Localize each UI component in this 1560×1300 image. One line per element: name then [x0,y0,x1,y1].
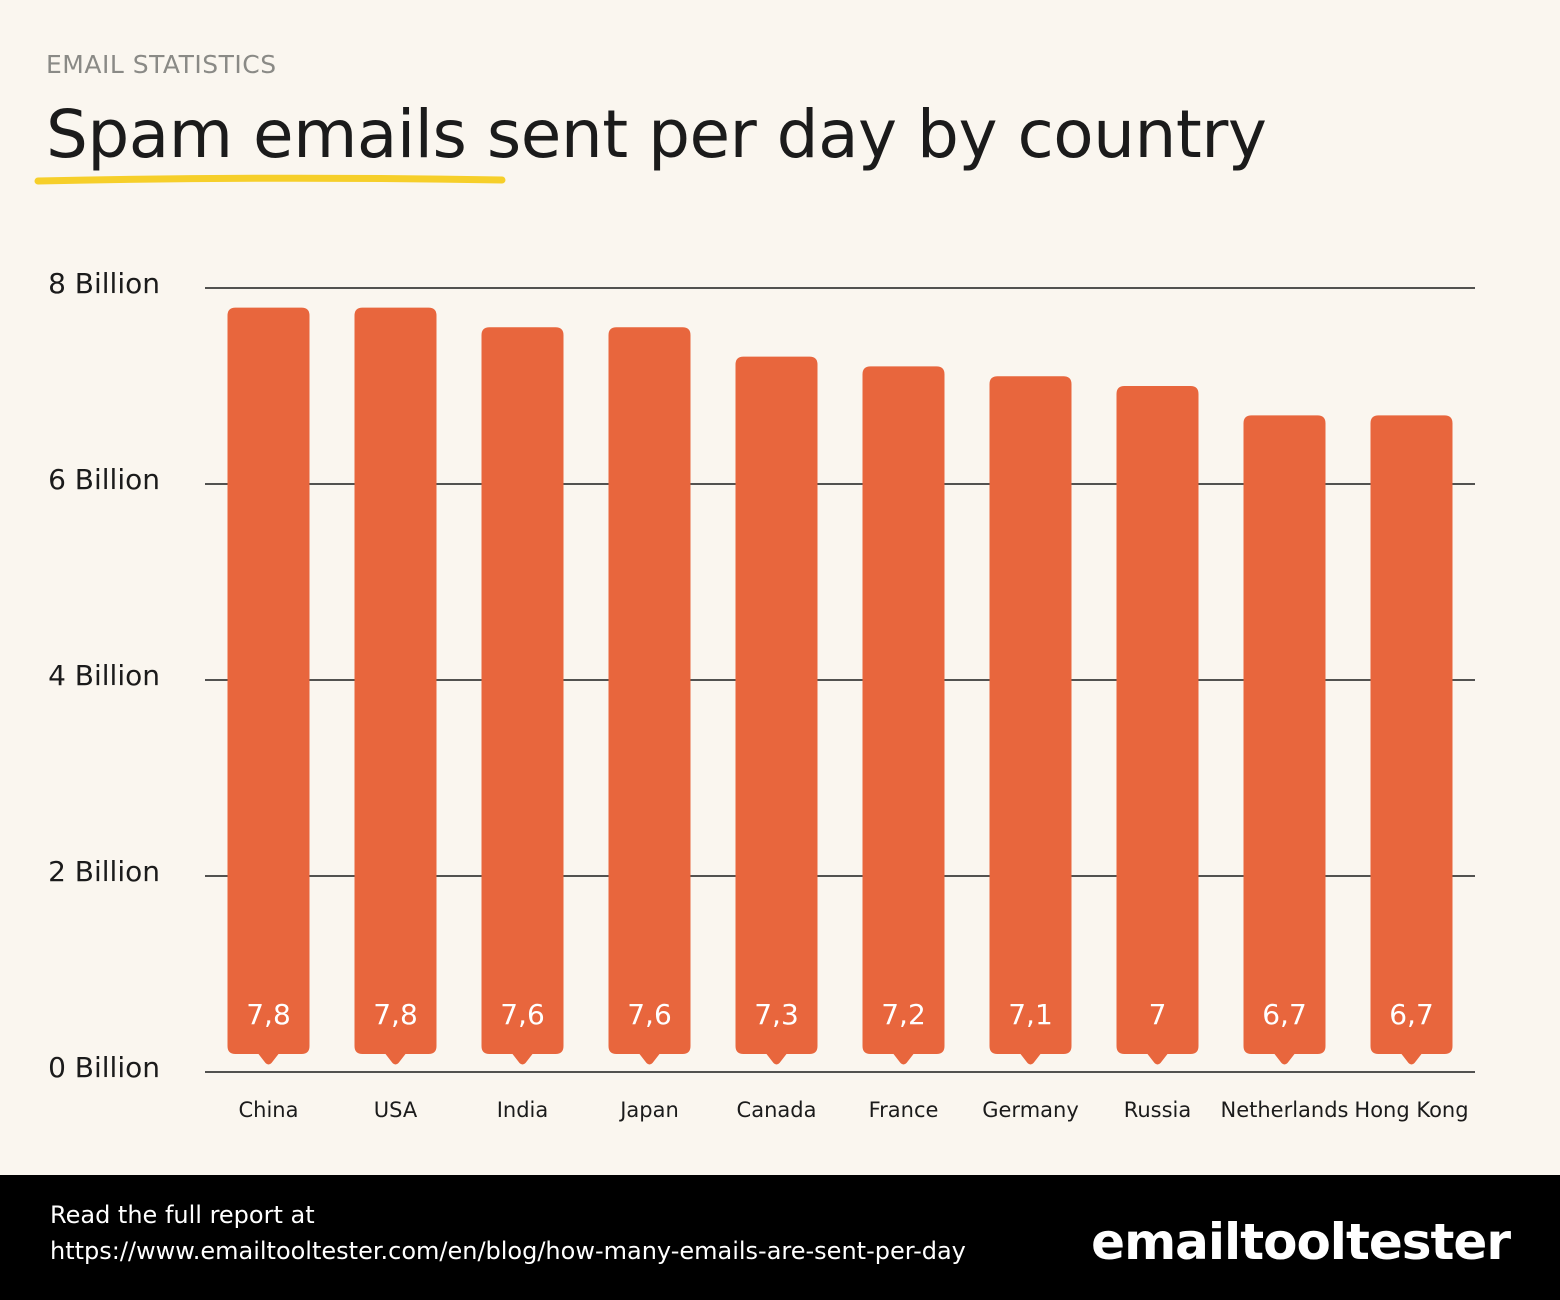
footer: Read the full report at https://www.emai… [0,1175,1560,1300]
title-highlight: Spam emails [46,96,467,173]
brand-logo: emailtooltester [1091,1213,1511,1271]
x-tick-label: Japan [618,1098,679,1122]
bar-value-label: 7 [1149,998,1167,1031]
bar [862,366,945,1065]
x-tick-label: Netherlands [1220,1098,1348,1122]
bar-value-label: 7,8 [373,998,418,1031]
y-tick-label: 2 Billion [48,855,160,888]
bar [227,307,310,1065]
bar [354,307,437,1065]
x-tick-label: China [239,1098,299,1122]
bar [989,376,1072,1065]
title-rest: sent per day by country [466,96,1267,173]
kicker-label: EMAIL STATISTICS [46,50,277,79]
x-tick-label: India [497,1098,549,1122]
y-tick-label: 4 Billion [48,659,160,692]
page-title: Spam emails sent per day by country [46,96,1267,173]
footer-report-link[interactable]: https://www.emailtooltester.com/en/blog/… [50,1237,966,1265]
bar-value-label: 6,7 [1262,998,1307,1031]
bar-value-label: 7,8 [246,998,291,1031]
bar [1116,386,1199,1065]
y-tick-label: 6 Billion [48,463,160,496]
bar-chart: 0 Billion 2 Billion 4 Billion 6 Billion 8 Bi… [48,267,1475,1122]
bar [735,356,818,1065]
x-tick-label: Canada [737,1098,817,1122]
bar-value-label: 7,2 [881,998,926,1031]
footer-text: Read the full report at https://www.emai… [50,1197,966,1269]
y-tick-label: 8 Billion [48,267,160,300]
bar-value-label: 7,1 [1008,998,1053,1031]
bar-value-label: 6,7 [1389,998,1434,1031]
y-tick-label: 0 Billion [48,1051,160,1084]
bar [608,327,691,1065]
x-tick-label: Russia [1124,1098,1192,1122]
bar-value-label: 7,6 [500,998,545,1031]
x-tick-label: Germany [982,1098,1079,1122]
bar-value-label: 7,3 [754,998,799,1031]
bar [481,327,564,1065]
bar [1370,415,1453,1065]
bar [1243,415,1326,1065]
x-tick-label: France [869,1098,939,1122]
x-tick-label: Hong Kong [1354,1098,1468,1122]
x-tick-label: USA [374,1098,418,1122]
bar-value-label: 7,6 [627,998,672,1031]
footer-line-1: Read the full report at [50,1201,315,1229]
